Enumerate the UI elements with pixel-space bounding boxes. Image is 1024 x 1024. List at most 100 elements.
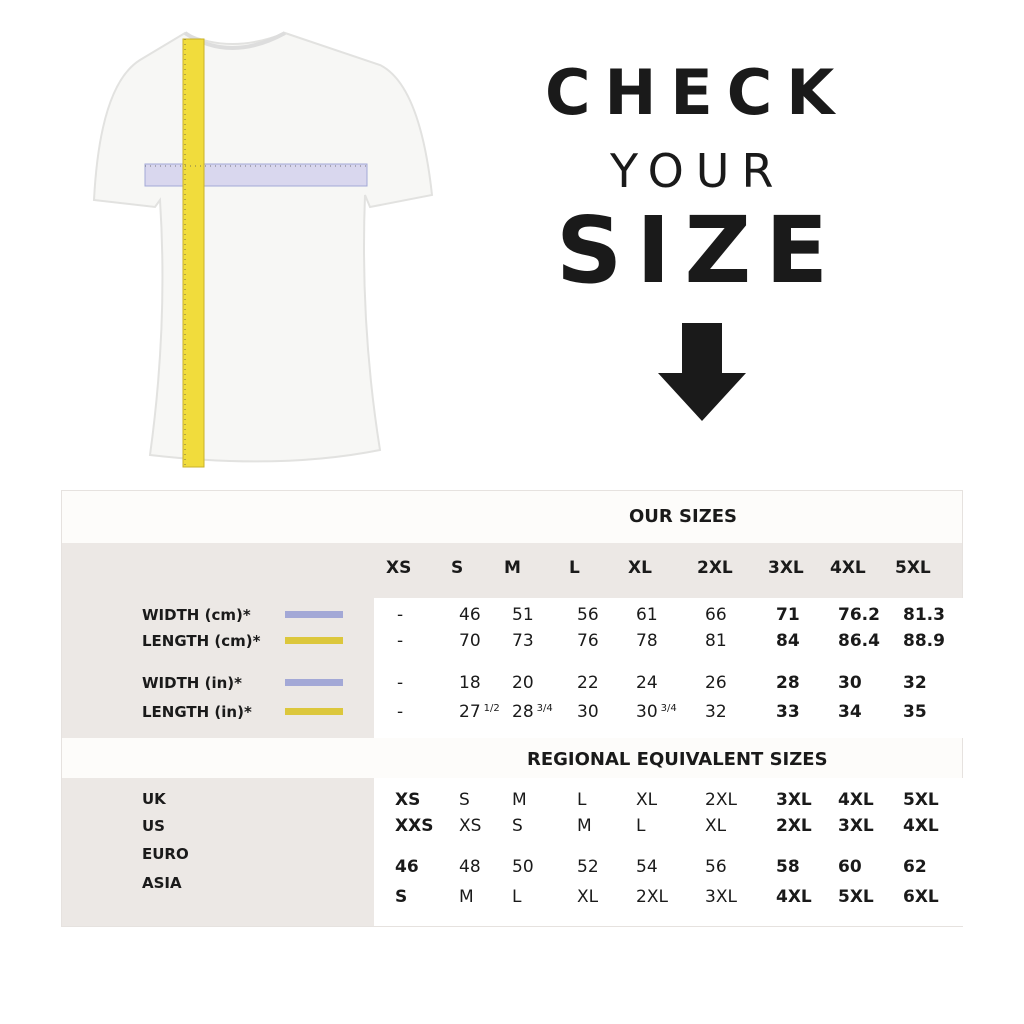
swatch-width (285, 611, 343, 618)
regional-size-value: 50 (512, 857, 534, 877)
measurement-label: LENGTH (cm)* (142, 632, 261, 650)
width-tape (144, 163, 368, 187)
measurement-value: 71 (776, 605, 800, 625)
heading-size: SIZE (556, 197, 843, 304)
measurement-label: WIDTH (in)* (142, 674, 242, 692)
regional-size-value: 56 (705, 857, 727, 877)
measurement-value: 51 (512, 605, 534, 625)
regional-size-value: S (512, 816, 523, 836)
regional-size-value: 5XL (838, 887, 874, 907)
size-header-s: S (451, 558, 464, 578)
measurement-value: 56 (577, 605, 599, 625)
measurement-value: 30 3/4 (636, 702, 677, 722)
tshirt-image (92, 31, 434, 468)
measurement-label: LENGTH (in)* (142, 703, 252, 721)
measurement-value: 27 1/2 (459, 702, 500, 722)
heading-your: YOUR (610, 144, 786, 198)
region-label: US (142, 817, 165, 835)
size-header-4xl: 4XL (830, 558, 866, 578)
swatch-length (285, 637, 343, 644)
swatch-length (285, 708, 343, 715)
regional-size-value: L (512, 887, 522, 907)
measurement-value: 28 3/4 (512, 702, 553, 722)
regional-size-value: 2XL (776, 816, 812, 836)
regional-size-value: L (636, 816, 646, 836)
arrow-down-icon (658, 323, 746, 421)
regional-size-value: 4XL (838, 790, 874, 810)
size-chart-table (61, 490, 964, 927)
region-label: EURO (142, 845, 189, 863)
regional-size-value: 2XL (636, 887, 668, 907)
measurement-value: 81 (705, 631, 727, 651)
regional-size-value: L (577, 790, 587, 810)
measurement-value: 30 (577, 702, 599, 722)
regional-size-value: M (459, 887, 474, 907)
regional-size-value: 54 (636, 857, 658, 877)
our-sizes-title: OUR SIZES (629, 506, 738, 527)
regional-size-value: 3XL (776, 790, 812, 810)
measurement-value: 86.4 (838, 631, 880, 651)
measurement-value: 35 (903, 702, 927, 722)
measurement-value: 84 (776, 631, 800, 651)
regional-size-value: M (512, 790, 527, 810)
regional-size-value: XS (395, 790, 421, 810)
regional-size-value: 60 (838, 857, 862, 877)
measurement-value: 26 (705, 673, 727, 693)
regional-size-value: S (395, 887, 408, 907)
swatch-width (285, 679, 343, 686)
regional-size-value: XL (636, 790, 658, 810)
size-header-xs: XS (386, 558, 412, 578)
measurement-value: 73 (512, 631, 534, 651)
measurement-value: 33 (776, 702, 800, 722)
size-header-2xl: 2XL (697, 558, 733, 578)
measurement-value: 46 (459, 605, 481, 625)
regional-size-value: 6XL (903, 887, 939, 907)
measurement-value: 34 (838, 702, 862, 722)
regional-size-value: M (577, 816, 592, 836)
measurement-value: - (397, 702, 404, 722)
regional-size-value: 3XL (838, 816, 874, 836)
regional-size-value: 4XL (903, 816, 939, 836)
regional-size-value: 2XL (705, 790, 737, 810)
regional-size-value: 3XL (705, 887, 737, 907)
length-tape (182, 38, 205, 468)
size-header-5xl: 5XL (895, 558, 931, 578)
regional-size-value: XL (705, 816, 727, 836)
measurement-value: - (397, 605, 404, 625)
region-label: ASIA (142, 874, 182, 892)
measurement-value: - (397, 631, 404, 651)
measurement-value: 61 (636, 605, 658, 625)
size-header-m: M (504, 558, 521, 578)
measurement-value: 28 (776, 673, 800, 693)
regional-size-value: XS (459, 816, 482, 836)
regional-size-value: 62 (903, 857, 927, 877)
regional-size-value: 52 (577, 857, 599, 877)
regional-size-value: XL (577, 887, 599, 907)
measurement-value: 24 (636, 673, 658, 693)
regional-size-value: 48 (459, 857, 481, 877)
measurement-value: 66 (705, 605, 727, 625)
measurement-value: - (397, 673, 404, 693)
measurement-value: 32 (705, 702, 727, 722)
region-label: UK (142, 790, 166, 808)
measurement-value: 20 (512, 673, 534, 693)
measurement-value: 18 (459, 673, 481, 693)
measurement-value: 76.2 (838, 605, 880, 625)
measurement-value: 30 (838, 673, 862, 693)
measurement-value: 81.3 (903, 605, 945, 625)
regional-size-value: 58 (776, 857, 800, 877)
size-header-3xl: 3XL (768, 558, 804, 578)
size-header-l: L (569, 558, 580, 578)
regional-title: REGIONAL EQUIVALENT SIZES (527, 749, 828, 770)
heading-check: CHECK (545, 56, 849, 129)
measurement-value: 88.9 (903, 631, 945, 651)
measurement-value: 70 (459, 631, 481, 651)
size-header-xl: XL (628, 558, 652, 578)
measurement-label: WIDTH (cm)* (142, 606, 251, 624)
measurement-value: 32 (903, 673, 927, 693)
measurement-value: 22 (577, 673, 599, 693)
regional-size-value: S (459, 790, 470, 810)
regional-size-value: XXS (395, 816, 434, 836)
measurement-value: 78 (636, 631, 658, 651)
regional-size-value: 4XL (776, 887, 812, 907)
